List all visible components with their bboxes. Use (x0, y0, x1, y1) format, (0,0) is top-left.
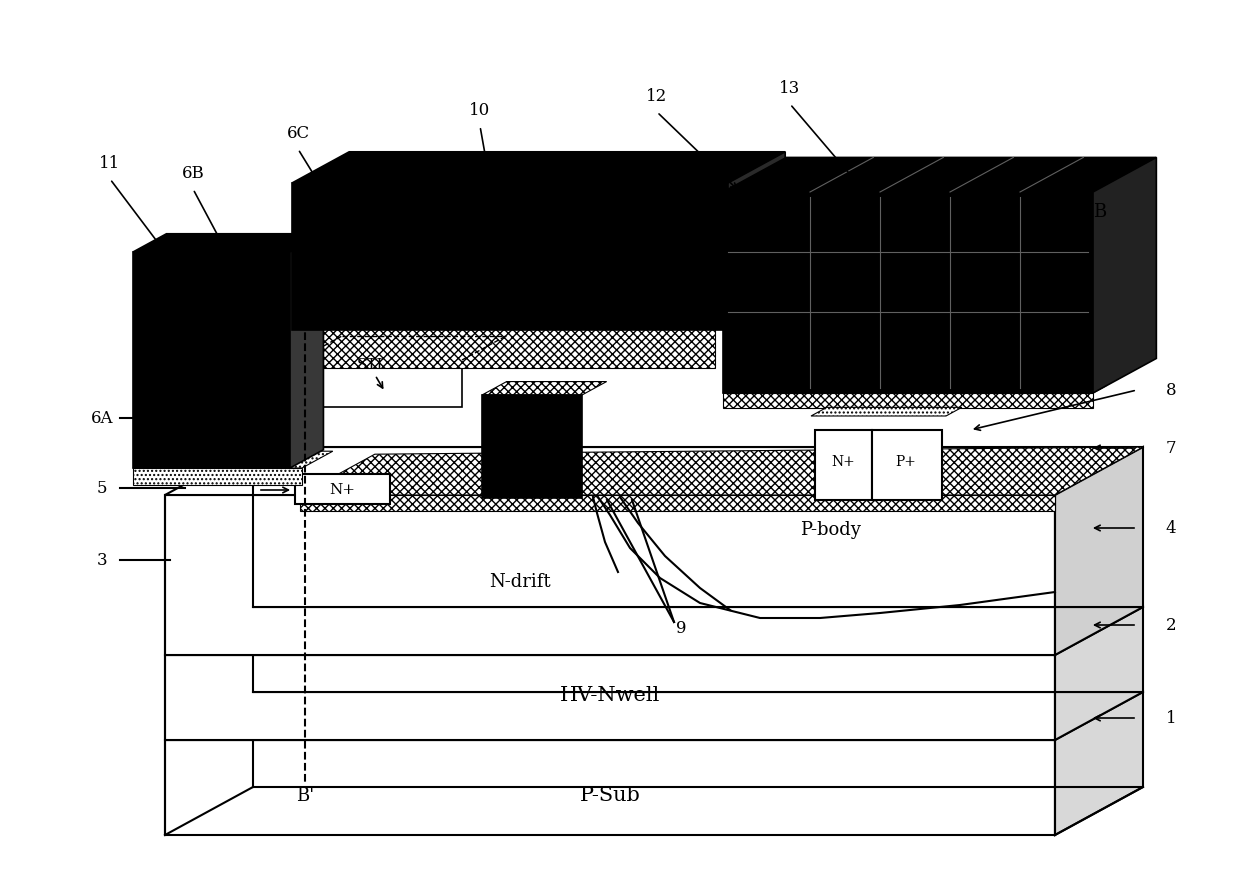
Text: N+: N+ (831, 455, 854, 469)
Text: 10: 10 (470, 101, 491, 118)
Text: 6B: 6B (181, 165, 205, 182)
Text: 5: 5 (97, 480, 107, 497)
Text: 7: 7 (1166, 440, 1177, 457)
Polygon shape (728, 152, 785, 330)
Polygon shape (133, 451, 332, 468)
Polygon shape (723, 192, 1092, 393)
Polygon shape (291, 152, 785, 183)
Text: 6A: 6A (91, 409, 113, 426)
Text: P+: P+ (895, 455, 916, 469)
Polygon shape (165, 495, 1055, 655)
Polygon shape (1055, 692, 1143, 835)
Polygon shape (295, 474, 391, 504)
Polygon shape (291, 183, 728, 330)
Text: P-Sub: P-Sub (579, 786, 640, 805)
Text: 11: 11 (99, 155, 120, 172)
Text: P-body: P-body (800, 521, 861, 539)
Polygon shape (1055, 607, 1143, 740)
Polygon shape (482, 395, 582, 498)
Text: STI: STI (420, 291, 446, 305)
Text: 13: 13 (780, 79, 801, 96)
Polygon shape (305, 296, 768, 325)
Polygon shape (133, 234, 324, 252)
Polygon shape (165, 740, 1055, 835)
Text: 4: 4 (1166, 520, 1177, 537)
Polygon shape (300, 447, 1143, 495)
Text: STI: STI (522, 475, 548, 489)
Text: N+: N+ (329, 483, 355, 497)
Polygon shape (1092, 158, 1157, 393)
Polygon shape (165, 692, 1143, 740)
Text: 6C: 6C (286, 125, 310, 142)
Polygon shape (298, 360, 463, 407)
Polygon shape (872, 430, 942, 500)
Text: B': B' (296, 787, 314, 805)
Polygon shape (723, 158, 1157, 192)
Text: B: B (1094, 203, 1106, 221)
Polygon shape (723, 385, 1106, 393)
Polygon shape (482, 382, 606, 395)
Text: 2: 2 (1166, 617, 1177, 634)
Polygon shape (723, 393, 1092, 408)
Text: STI: STI (357, 358, 383, 372)
Text: 8: 8 (1166, 382, 1177, 399)
Text: 12: 12 (646, 87, 667, 104)
Text: 3: 3 (97, 552, 108, 569)
Polygon shape (305, 325, 715, 368)
Polygon shape (165, 447, 1143, 495)
Polygon shape (165, 655, 1055, 740)
Polygon shape (811, 408, 962, 416)
Text: N-drift: N-drift (490, 573, 551, 591)
Polygon shape (133, 252, 290, 468)
Polygon shape (290, 234, 324, 468)
Text: 9: 9 (676, 619, 686, 636)
Polygon shape (815, 430, 872, 500)
Polygon shape (1055, 447, 1143, 655)
Polygon shape (133, 468, 303, 485)
Text: 1: 1 (1166, 709, 1177, 726)
Polygon shape (165, 607, 1143, 655)
Text: HV-Nwell: HV-Nwell (559, 685, 660, 705)
Polygon shape (300, 495, 1055, 511)
